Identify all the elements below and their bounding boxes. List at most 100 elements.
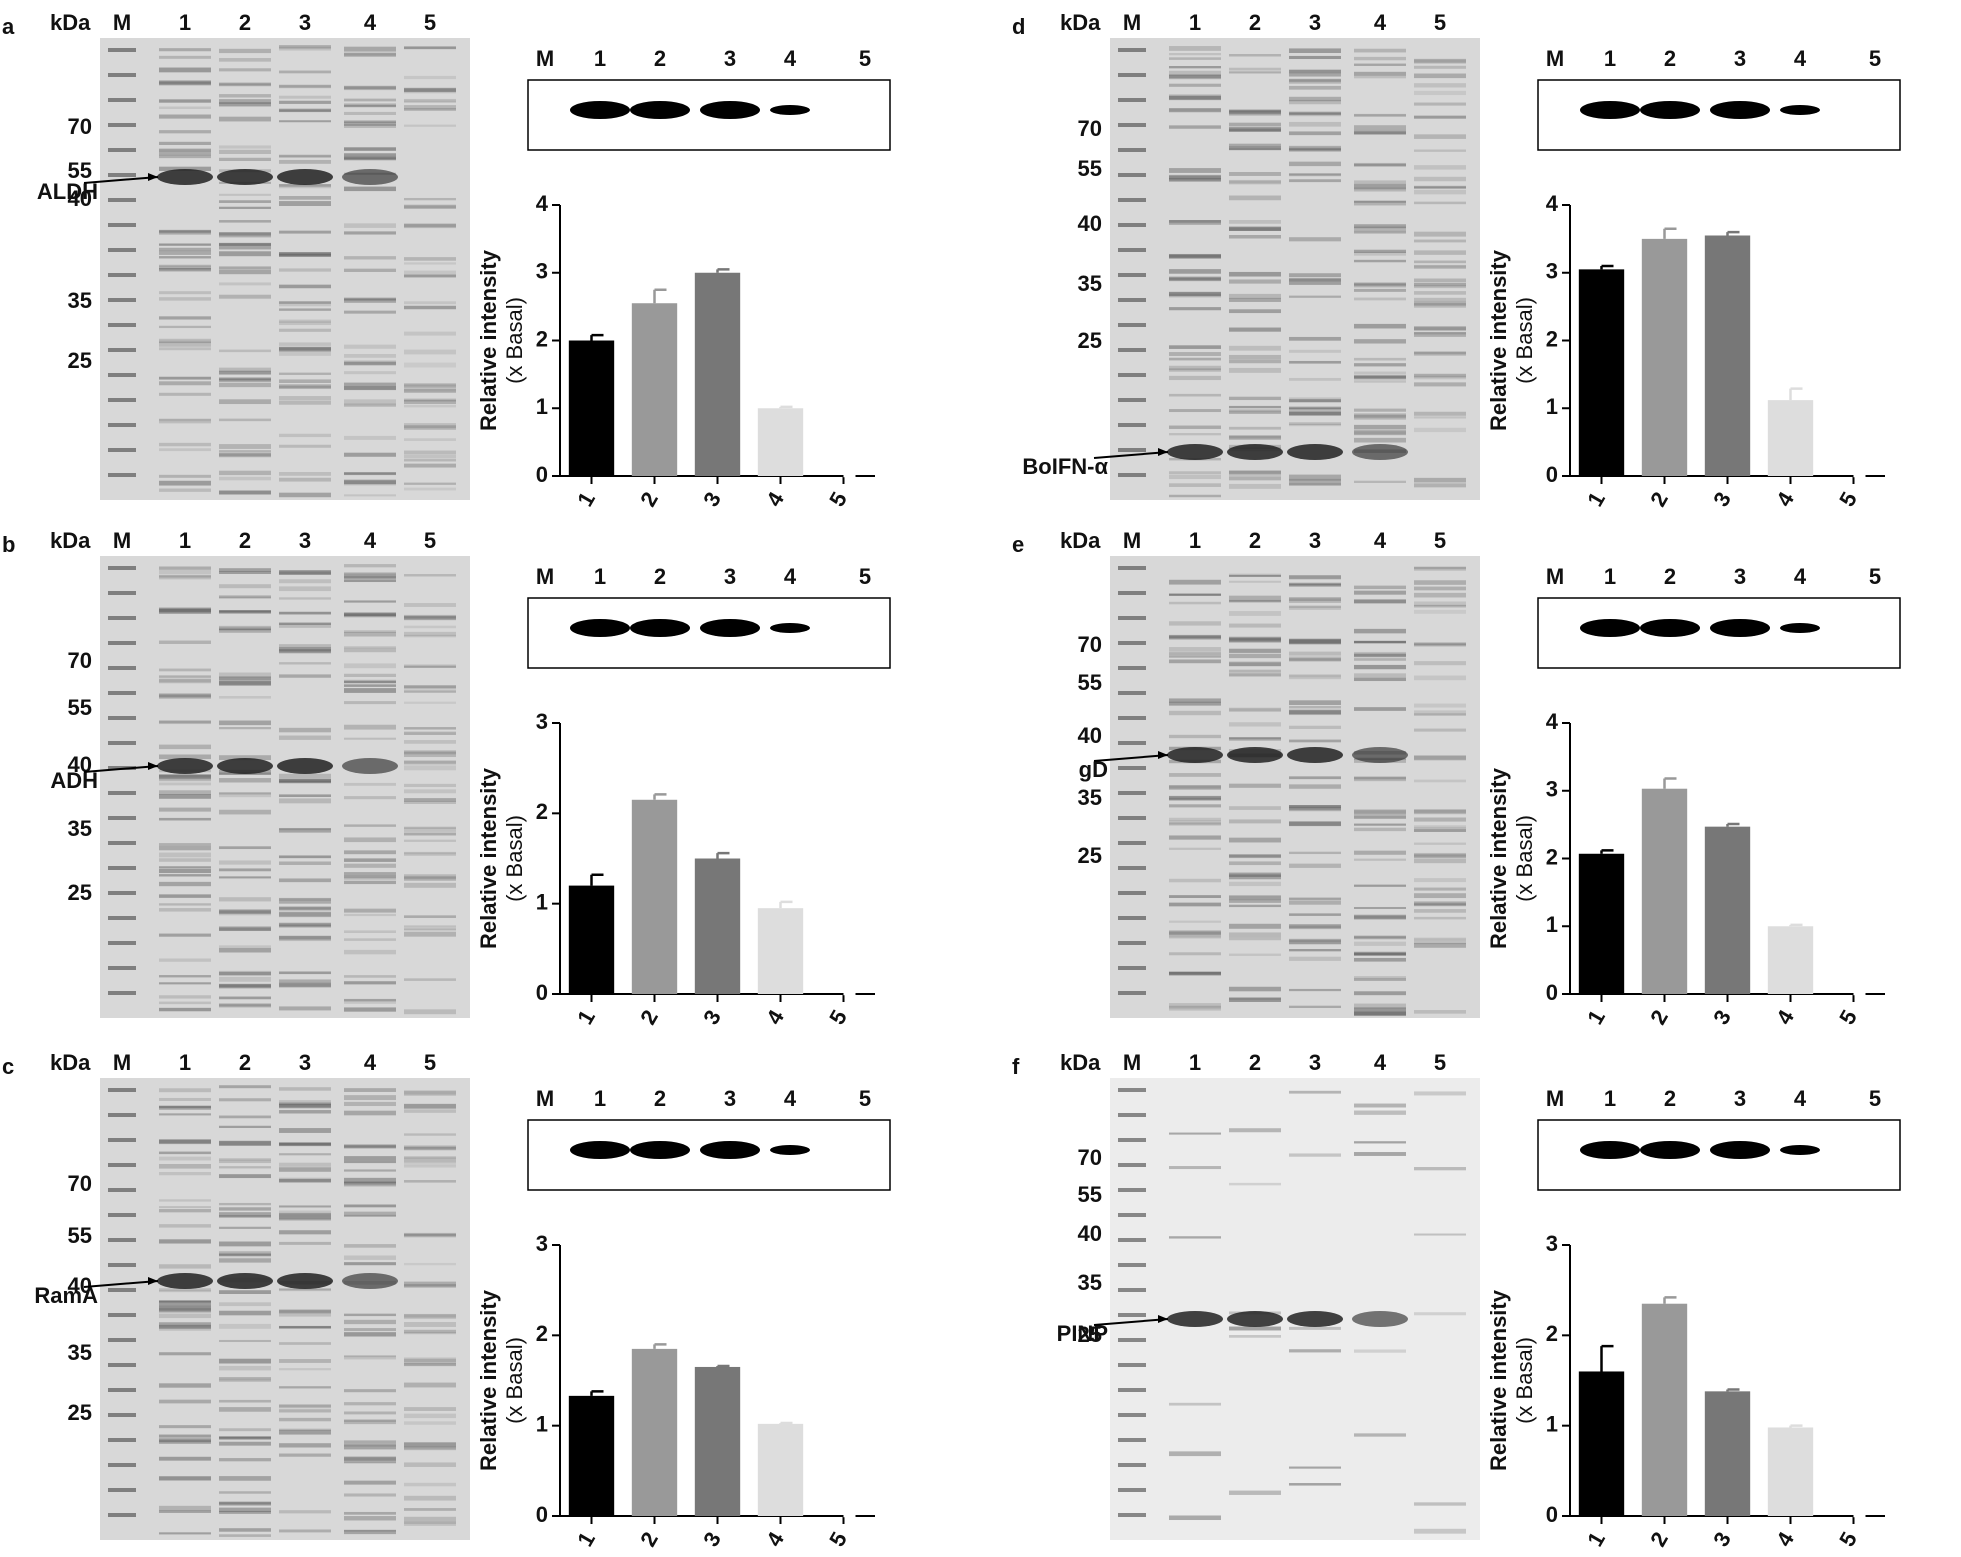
gel-band	[1354, 951, 1406, 956]
blot-band	[570, 1141, 630, 1159]
gel-band	[279, 1205, 331, 1208]
gel-band	[159, 1425, 211, 1429]
x-tick-label: 2	[635, 488, 663, 511]
gel-band	[1169, 895, 1221, 898]
gel-band	[404, 459, 456, 462]
gel-band	[1289, 411, 1341, 416]
gel-band	[1169, 178, 1221, 181]
gel-band	[219, 83, 271, 87]
blot-lane-label: 4	[784, 564, 797, 589]
gel-lane-label: 2	[1249, 10, 1261, 35]
bar	[757, 1423, 804, 1516]
gel-band	[1289, 112, 1341, 116]
gel-band	[1354, 1011, 1406, 1016]
gel-band	[404, 438, 456, 441]
marker-label: 35	[1078, 785, 1102, 810]
y-tick-label: 0	[1546, 462, 1558, 487]
gel-band	[1289, 821, 1341, 827]
gel-band	[1414, 250, 1466, 255]
gel-band	[219, 947, 271, 953]
gel-band	[279, 372, 331, 375]
gel-band	[279, 321, 331, 326]
gel-band	[279, 798, 331, 804]
protein-arrow	[1093, 451, 1169, 459]
y-tick-label: 0	[536, 1502, 548, 1527]
gel-band	[279, 1510, 331, 1514]
gel-band	[219, 996, 271, 1000]
gel-band	[404, 270, 456, 275]
gel-band	[159, 1305, 211, 1310]
gel-band	[404, 205, 456, 209]
gel-band	[1354, 809, 1406, 814]
gel-band	[1289, 925, 1341, 930]
gel-lane-label: 4	[1374, 528, 1387, 553]
gel-band	[219, 627, 271, 631]
gel-band	[1414, 231, 1466, 237]
gel-band	[279, 897, 331, 901]
gel-band	[1289, 949, 1341, 952]
gel-band	[1289, 406, 1341, 410]
gel-lane-label: 3	[299, 1050, 311, 1075]
gel-band	[344, 1101, 396, 1107]
y-tick-label: 0	[536, 980, 548, 1005]
gel-band	[219, 672, 271, 678]
gel-band	[404, 765, 456, 771]
gel-band	[1414, 586, 1466, 591]
gel-band	[219, 1407, 271, 1412]
gel-band	[344, 612, 396, 617]
gel-band	[219, 243, 271, 246]
gel-band	[344, 371, 396, 375]
gel-band	[219, 1510, 271, 1514]
gel-band	[1414, 327, 1466, 331]
gel-lane-label: 3	[1309, 528, 1321, 553]
gel-band	[279, 622, 331, 626]
y-label-sub: (x Basal)	[1512, 297, 1537, 384]
gel-band	[1354, 640, 1406, 644]
gel-band	[1229, 483, 1281, 489]
gel-band	[344, 880, 396, 885]
gel-band	[1414, 779, 1466, 783]
gel-band	[1289, 278, 1341, 281]
gel-band	[1414, 710, 1466, 715]
gel-band	[279, 108, 331, 112]
gel-lane-label: 5	[1434, 528, 1446, 553]
y-axis-label: Relative intensity(x Basal)	[476, 1289, 527, 1471]
y-axis-label: Relative intensity(x Basal)	[1486, 767, 1537, 949]
marker-label: 25	[68, 348, 92, 373]
gel-band	[344, 86, 396, 91]
gel-band	[1354, 131, 1406, 135]
x-tick-label: 4	[761, 1527, 789, 1551]
gel-band	[1354, 184, 1406, 190]
gel-band	[219, 1302, 271, 1307]
gel-band	[1289, 956, 1341, 961]
gel-background	[100, 556, 470, 1018]
gel-band	[1229, 997, 1281, 1001]
gel-band	[1289, 605, 1341, 609]
gel-band	[159, 166, 211, 171]
x-tick-label: 5	[824, 1528, 852, 1551]
ladder-band	[1118, 641, 1146, 645]
gel-band	[404, 874, 456, 879]
bar	[1641, 238, 1688, 476]
gel-band	[344, 1356, 396, 1360]
gel-band	[1289, 776, 1341, 780]
gel-band	[1414, 858, 1466, 864]
gel-band	[1354, 437, 1406, 443]
gel-band	[1229, 109, 1281, 114]
gel-band	[159, 794, 211, 799]
ladder-band	[1118, 691, 1146, 695]
gel-band	[1414, 817, 1466, 822]
gel-band	[219, 269, 271, 275]
gel-band	[1169, 474, 1221, 480]
gel-band	[159, 268, 211, 272]
gel-band	[1169, 125, 1221, 129]
gel-band	[1414, 1312, 1466, 1316]
gel-band	[344, 46, 396, 52]
bar	[1641, 788, 1688, 994]
gel-band	[344, 147, 396, 151]
gel-band	[344, 908, 396, 913]
gel-band	[1289, 423, 1341, 427]
gel-band	[279, 982, 331, 987]
gel-band	[1414, 351, 1466, 356]
gel-band	[219, 83, 271, 86]
